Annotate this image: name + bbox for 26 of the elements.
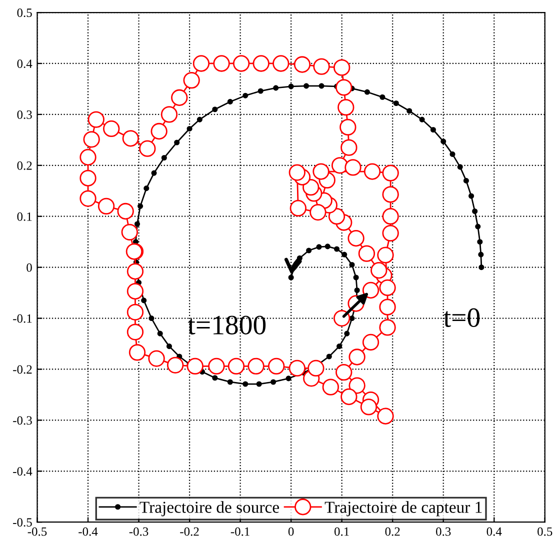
x-tick-label: 0.1 <box>334 527 349 536</box>
x-tick-label: 0.2 <box>385 527 400 536</box>
y-tick-label: -0.3 <box>13 416 32 425</box>
y-tick-label: 0.5 <box>17 8 32 18</box>
x-tick-label: -0.2 <box>180 527 199 536</box>
y-tick-label: 0.2 <box>17 161 32 170</box>
x-tick-label: 0.4 <box>486 527 502 536</box>
annotation: t=0 <box>444 308 480 328</box>
y-tick-label: -0.4 <box>13 467 32 476</box>
y-tick-label: 0.1 <box>17 212 32 221</box>
y-tick-label: 0.3 <box>17 110 32 119</box>
y-tick-label: 0 <box>26 263 32 272</box>
x-tick-label: 0 <box>288 527 294 536</box>
y-tick-label: 0.4 <box>17 60 32 68</box>
x-tick-label: -0.1 <box>230 527 250 536</box>
y-tick-label: -0.1 <box>13 314 32 323</box>
y-tick-label: -0.2 <box>13 365 32 374</box>
x-tick-label: -0.3 <box>129 527 148 536</box>
annotation: t=1800 <box>188 316 266 334</box>
x-tick-label: -0.5 <box>28 527 47 536</box>
x-tick-label: -0.4 <box>78 527 98 536</box>
legend-label: Trajectoire de capteur 1 <box>324 501 482 516</box>
x-tick-label: 0.5 <box>538 527 552 536</box>
y-tick-label: -0.5 <box>13 518 32 527</box>
x-tick-label: 0.3 <box>436 527 451 536</box>
legend-label: Trajectoire de source <box>140 501 279 516</box>
